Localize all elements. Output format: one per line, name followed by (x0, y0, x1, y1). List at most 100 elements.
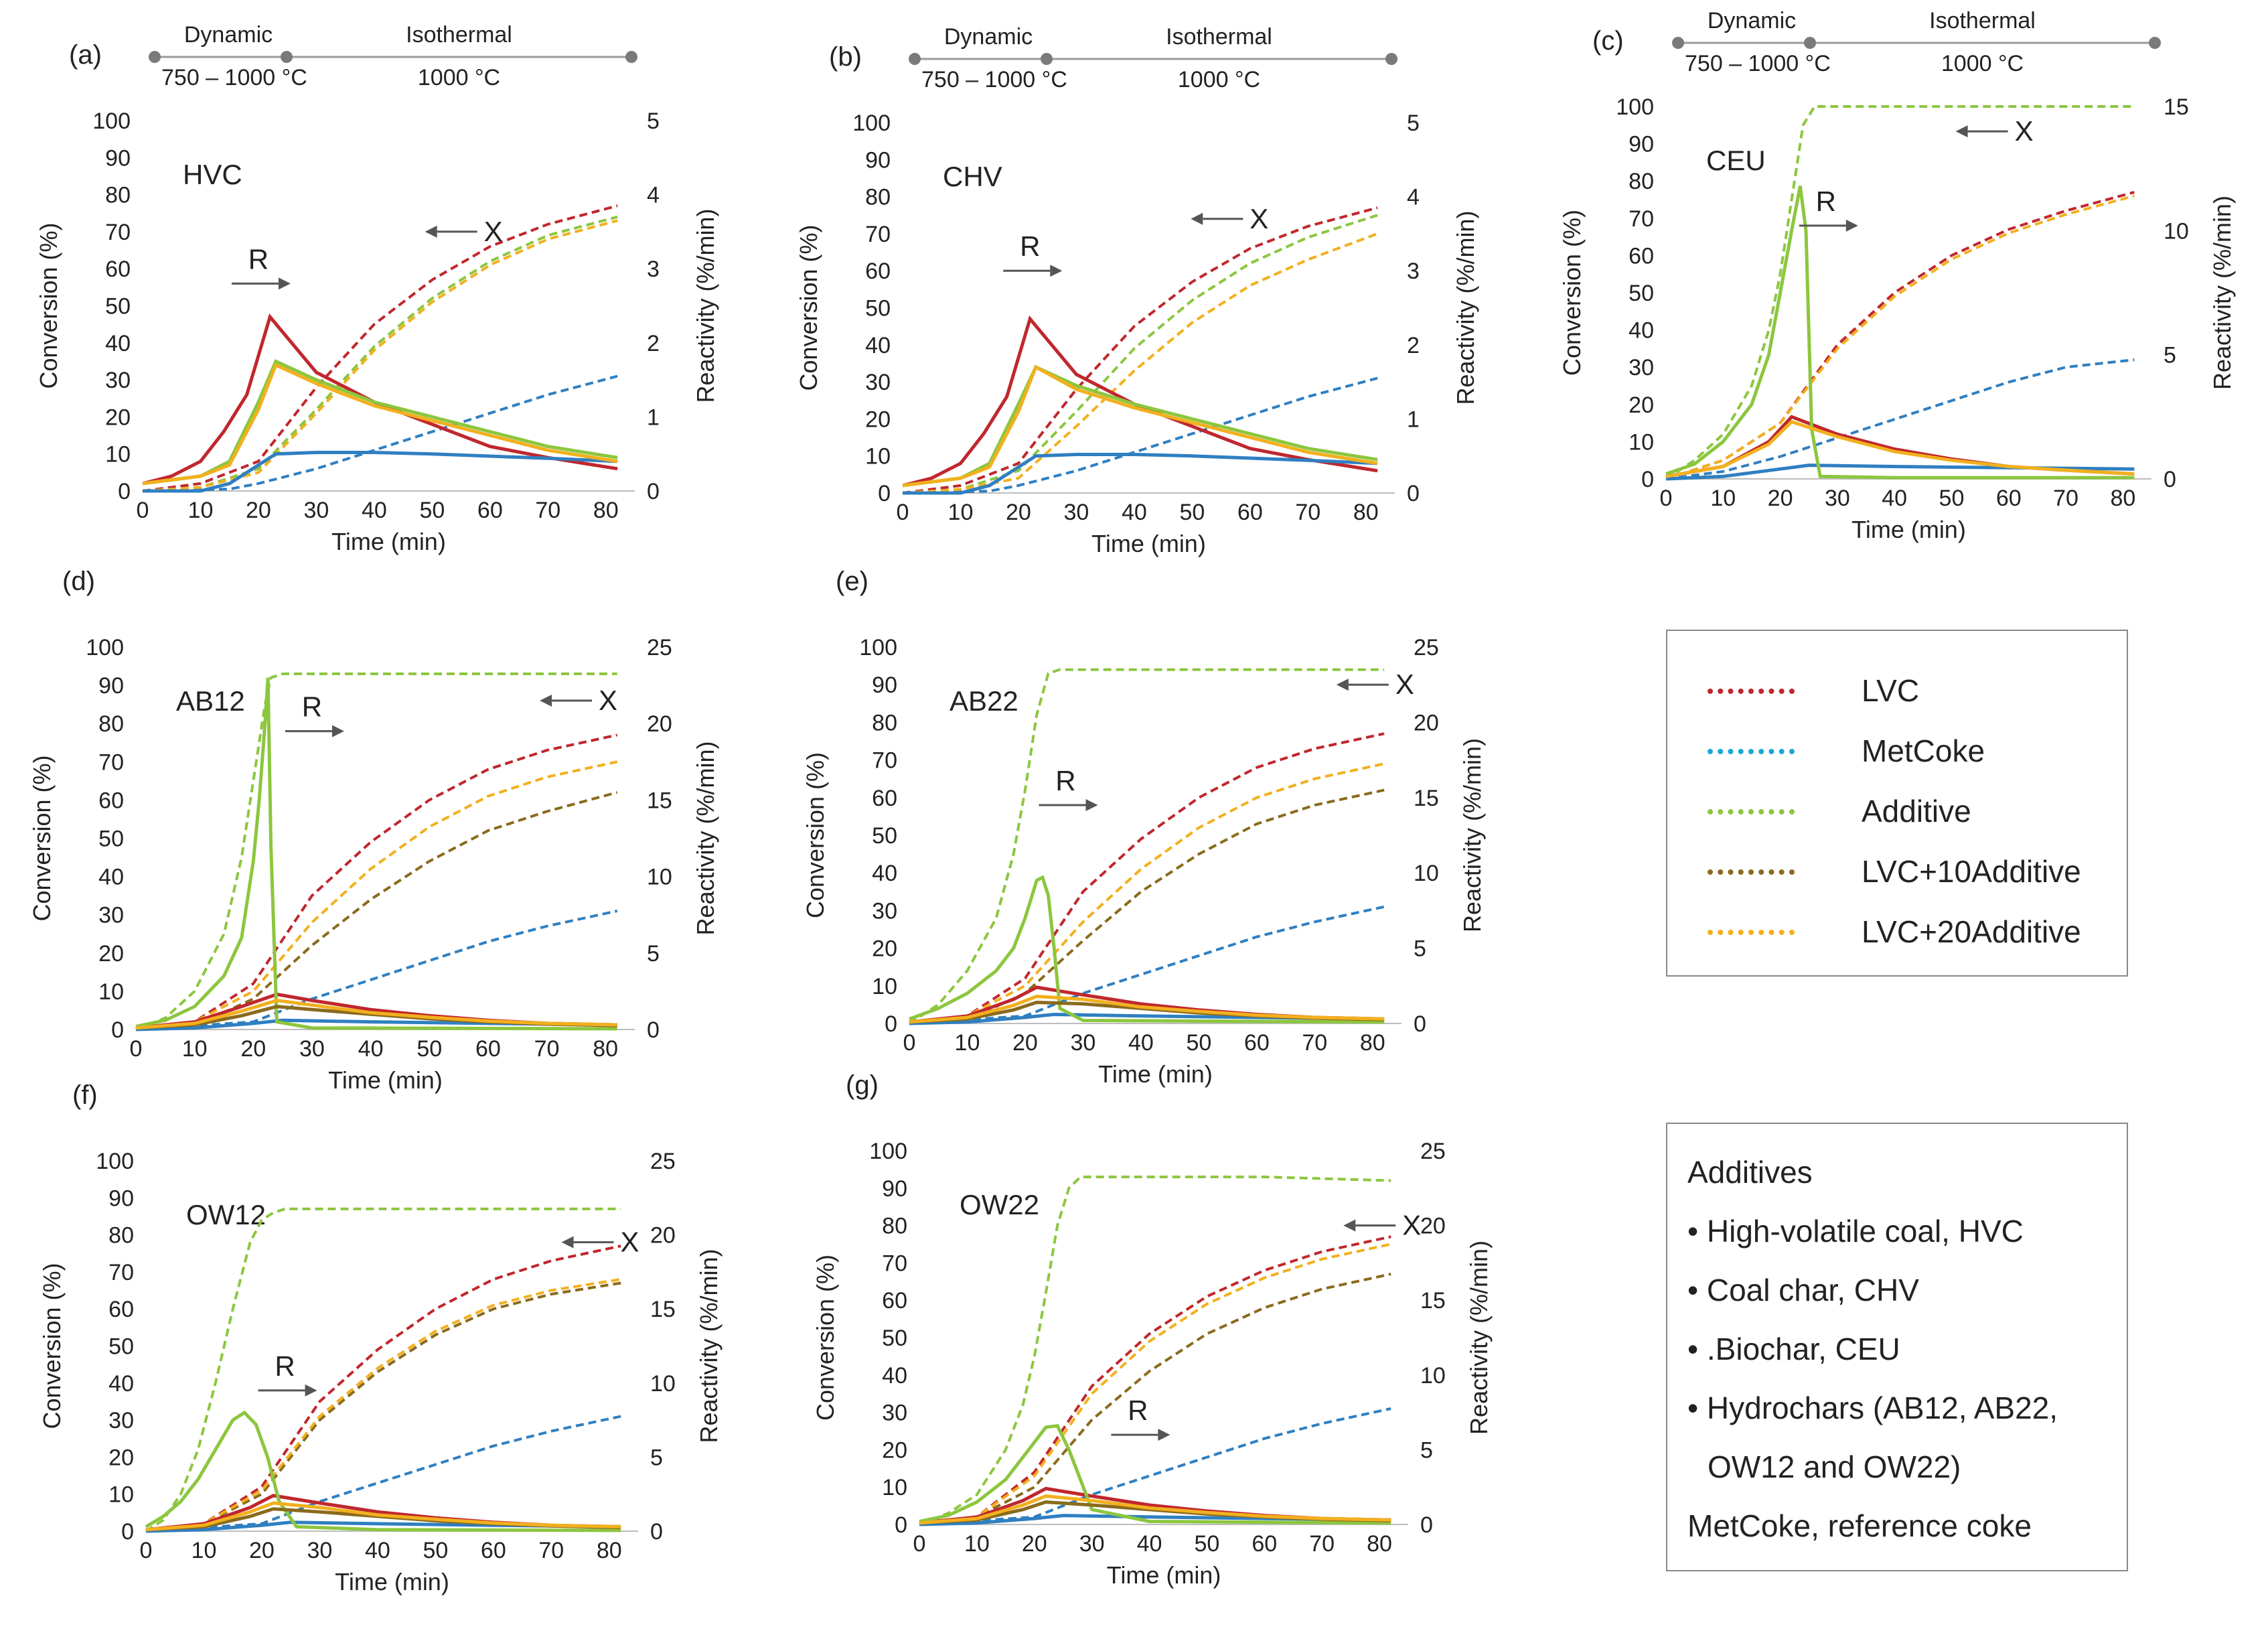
arrow-right-icon (278, 277, 291, 290)
y2-tick-label: 0 (650, 1519, 663, 1545)
y-tick-label: 0 (885, 1011, 897, 1037)
y-tick-label: 40 (865, 333, 891, 358)
y-tick-label: 20 (872, 936, 897, 962)
y2-tick-label: 10 (2164, 218, 2189, 244)
marker-x: X (2015, 115, 2034, 147)
y2-tick-label: 15 (647, 788, 672, 813)
x-tick-label: 20 (1012, 1030, 1038, 1056)
x-tick-label: 30 (307, 1538, 332, 1563)
x-tick-label: 40 (1137, 1531, 1162, 1557)
y2-tick-label: 1 (1407, 407, 1420, 432)
y-tick-label: 30 (1629, 355, 1654, 380)
y-tick-label: 90 (865, 147, 891, 173)
marker-x: X (1402, 1210, 1421, 1241)
y-axis-title: Conversion (%) (38, 1263, 66, 1429)
x-tick-label: 50 (1939, 486, 1965, 511)
x-tick-label: 10 (182, 1036, 208, 1062)
y-tick-label: 100 (869, 1139, 907, 1164)
y-tick-label: 80 (105, 183, 131, 208)
reactivity-series-additive (135, 677, 617, 1031)
y-tick-label: 10 (108, 1482, 134, 1508)
x-tick-label: 60 (1237, 500, 1263, 525)
y-tick-label: 100 (96, 1149, 134, 1174)
y2-tick-label: 0 (1414, 1011, 1426, 1037)
y-tick-label: 20 (98, 941, 124, 967)
marker-r: R (248, 243, 269, 275)
panel-letter: (g) (846, 1070, 879, 1100)
y2-tick-label: 5 (1407, 111, 1420, 136)
conversion-series-lvc-10additive (145, 1281, 621, 1533)
y-tick-label: 80 (108, 1223, 134, 1249)
x-tick-label: 30 (303, 498, 329, 523)
legend-item: LVC+20Additive (1667, 904, 2127, 958)
x-tick-label: 50 (423, 1538, 448, 1563)
y-tick-label: 80 (865, 185, 891, 210)
y-tick-label: 90 (98, 673, 124, 699)
y2-tick-label: 3 (1407, 259, 1420, 284)
y-tick-label: 10 (872, 974, 897, 999)
conversion-series-metcoke (145, 1415, 621, 1533)
timeline-phase-dynamic: Dynamic (944, 24, 1033, 50)
notes-line: • Coal char, CHV (1687, 1273, 1919, 1307)
panel-title: CEU (1706, 145, 1766, 176)
x-axis-title: Time (min) (1851, 516, 1966, 543)
y-tick-label: 20 (865, 407, 891, 432)
conversion-series-lvc-20additive (135, 760, 618, 1031)
x-tick-label: 70 (1309, 1531, 1335, 1557)
conversion-series-additive (1665, 105, 2135, 480)
marker-x: X (484, 216, 503, 247)
y-tick-label: 100 (92, 109, 131, 134)
x-tick-label: 70 (534, 1036, 560, 1062)
reactivity-series-lvc-20additive (142, 362, 618, 486)
timeline-phase-isothermal: Isothermal (406, 22, 512, 48)
reactivity-series-lvc (142, 313, 618, 486)
y2-axis-title: Reactivity (%/min) (692, 741, 719, 935)
y-tick-label: 80 (98, 711, 124, 737)
conversion-series-additive (135, 672, 617, 1031)
y-tick-label: 70 (105, 220, 131, 245)
marker-x: X (621, 1226, 639, 1258)
reactivity-series-metcoke (903, 453, 1378, 495)
conversion-series-lvc-20additive (919, 1242, 1391, 1526)
panel-title: AB22 (950, 685, 1018, 717)
marker-r: R (1128, 1395, 1148, 1426)
x-tick-label: 0 (913, 1531, 926, 1557)
y2-tick-label: 4 (647, 183, 660, 208)
y2-tick-label: 25 (647, 635, 672, 660)
y2-tick-label: 10 (1420, 1363, 1446, 1389)
y2-tick-label: 5 (647, 941, 660, 967)
y-tick-label: 60 (105, 257, 131, 282)
timeline-phase-isothermal: Isothermal (1166, 24, 1272, 50)
chart-panel: (b)0 10 20 30 40 50 60 70 8001020304050607080901… (795, 24, 1479, 557)
legend-swatch-lvc-10-additive (1708, 869, 1795, 875)
marker-x: X (1250, 203, 1268, 234)
x-axis-title: Time (min) (331, 528, 446, 555)
y-tick-label: 60 (98, 788, 124, 813)
notes-line: OW12 and OW22) (1708, 1449, 1961, 1484)
y-tick-label: 0 (121, 1519, 134, 1545)
conversion-series-lvc-20additive (902, 232, 1378, 494)
x-tick-label: 40 (1882, 486, 1907, 511)
y-tick-label: 90 (105, 145, 131, 171)
reactivity-series-lvc-20additive (1665, 419, 2135, 478)
y-tick-label: 40 (108, 1371, 134, 1397)
arrow-right-icon (1158, 1429, 1170, 1441)
timeline-dot (281, 51, 293, 63)
reactivity-series-additive (902, 364, 1378, 488)
conversion-series-lvc (142, 204, 618, 492)
timeline-range-isothermal: 1000 °C (1178, 67, 1260, 92)
notes-line: • .Biochar, CEU (1687, 1332, 1900, 1366)
y2-tick-label: 3 (647, 257, 660, 282)
x-tick-label: 80 (597, 1538, 622, 1563)
conversion-series-metcoke (1665, 358, 2135, 480)
y-tick-label: 10 (882, 1475, 907, 1500)
y-tick-label: 60 (108, 1297, 134, 1322)
y2-tick-label: 25 (1420, 1139, 1446, 1164)
y2-tick-label: 2 (647, 331, 660, 356)
reactivity-series-additive (142, 359, 618, 486)
x-tick-label: 80 (1360, 1030, 1385, 1056)
x-tick-label: 30 (299, 1036, 325, 1062)
timeline-dot (2149, 37, 2161, 49)
y-tick-label: 10 (1629, 429, 1654, 455)
y2-tick-label: 10 (650, 1371, 676, 1397)
